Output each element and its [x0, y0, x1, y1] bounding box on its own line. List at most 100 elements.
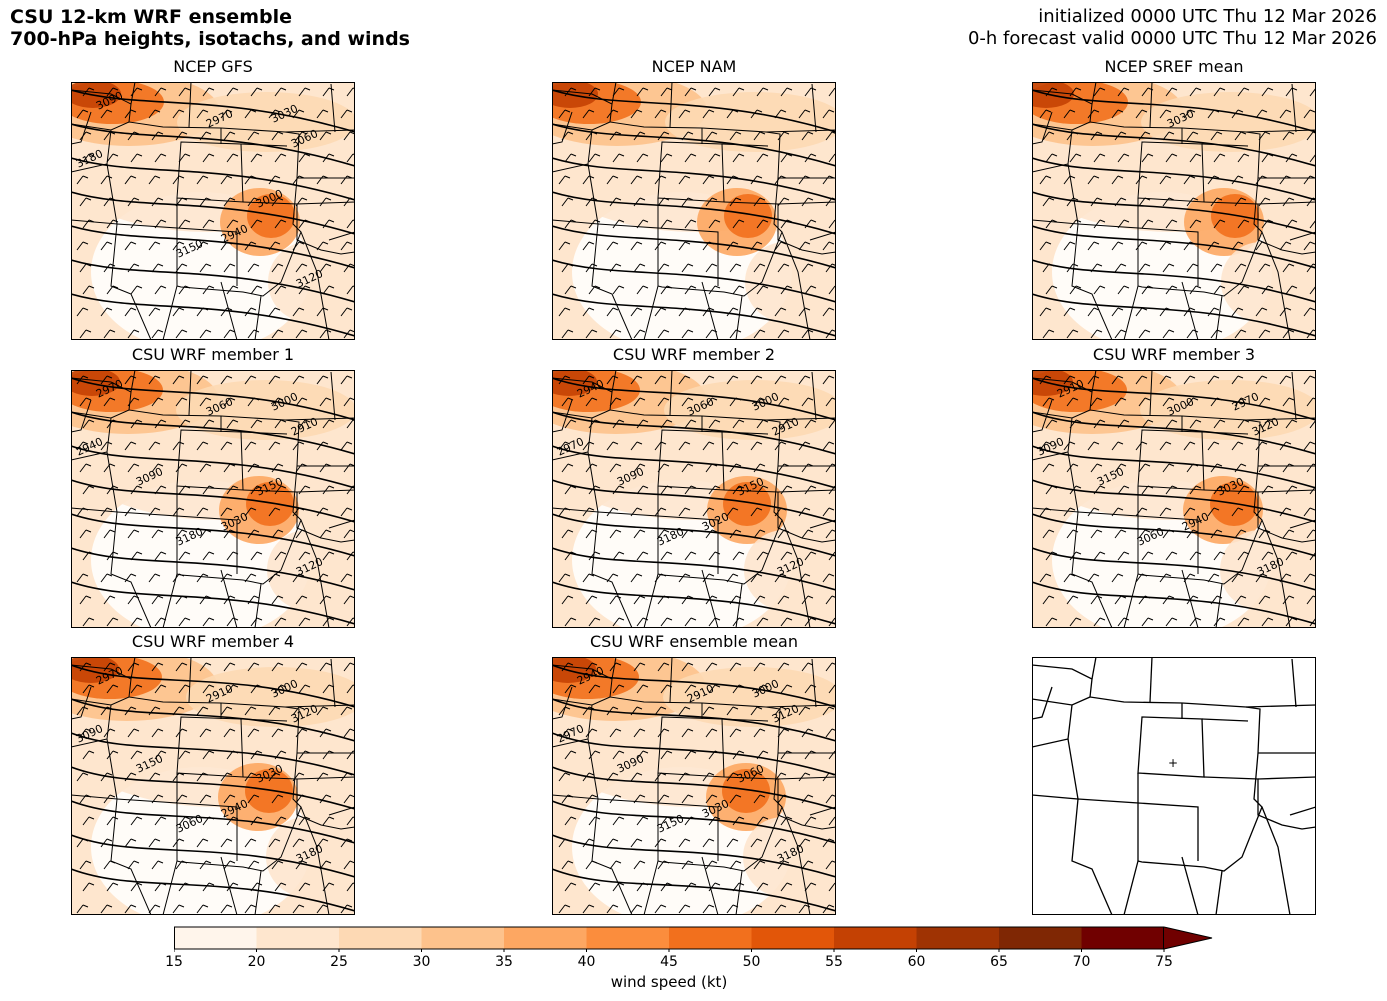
wind-barb: [1279, 573, 1292, 583]
state-border: [71, 111, 92, 145]
wind-barb: [564, 285, 577, 295]
wind-barb: [292, 307, 305, 317]
colorbar-label: wind speed (kt): [610, 973, 728, 991]
wind-barb: [316, 375, 329, 385]
wind-barb: [702, 175, 715, 185]
wind-barb: [1189, 87, 1202, 97]
wind-barb: [678, 241, 691, 251]
height-contour: [552, 293, 836, 337]
wind-barb: [1282, 131, 1295, 141]
wind-barb: [780, 684, 793, 694]
wind-barb: [825, 529, 836, 539]
wind-barb: [250, 750, 263, 760]
wind-barb: [298, 219, 311, 229]
wind-barb: [148, 772, 161, 782]
panel-member-2: CSU WRF member 2 3060 3000 2940 2910 3150 302…: [552, 345, 836, 628]
wind-barb: [633, 263, 646, 273]
wind-barb: [1234, 197, 1247, 207]
wind-barb: [274, 750, 287, 760]
wind-barb: [1162, 131, 1175, 141]
wind-barb: [705, 397, 718, 407]
wind-barb: [223, 728, 236, 738]
height-contour: [552, 664, 836, 708]
wind-barb: [196, 904, 209, 914]
wind-barb: [1255, 375, 1268, 385]
wind-barb: [561, 662, 574, 672]
wind-barb: [780, 485, 793, 495]
wind-barb: [1210, 263, 1223, 273]
wind-barb: [582, 904, 595, 914]
state-border: [552, 111, 573, 145]
state-border: [701, 281, 719, 340]
wind-barb: [292, 706, 305, 716]
wind-barb: [322, 219, 335, 229]
state-border: [1201, 143, 1249, 147]
wind-barb: [271, 463, 284, 473]
isotach-fill: [1262, 162, 1316, 242]
wind-barb: [558, 838, 571, 848]
wind-barb: [196, 838, 209, 848]
wind-barb: [1261, 485, 1274, 495]
state-border: [1203, 201, 1316, 255]
wind-barb: [798, 838, 811, 848]
wind-barb: [1234, 595, 1247, 605]
wind-barb: [346, 816, 355, 826]
wind-barb: [247, 728, 260, 738]
panel-base-map: +: [1032, 657, 1316, 915]
wind-barb: [1063, 109, 1076, 119]
wind-barb: [226, 882, 239, 892]
wind-barb: [732, 419, 745, 429]
state-border: [765, 417, 836, 421]
wind-barb: [732, 816, 745, 826]
state-border: [1181, 856, 1199, 915]
wind-barb: [76, 441, 89, 451]
wind-barb: [223, 463, 236, 473]
wind-barb: [660, 882, 673, 892]
wind-barb: [274, 419, 287, 429]
wind-barb: [202, 219, 215, 229]
wind-barb: [681, 397, 694, 407]
state-border: [1137, 515, 1199, 574]
wind-barb: [127, 728, 140, 738]
wind-barb: [660, 816, 673, 826]
wind-barb: [1063, 241, 1076, 251]
isotach-fill: [786, 162, 836, 242]
wind-barb: [804, 617, 817, 627]
wind-barb: [1159, 507, 1172, 517]
wind-barb: [726, 507, 739, 517]
wind-barb: [750, 772, 763, 782]
wind-barb: [1189, 485, 1202, 495]
height-contour: [71, 157, 355, 201]
wind-barb: [558, 175, 571, 185]
wind-barb: [630, 241, 643, 251]
wind-barb: [1138, 329, 1151, 339]
wind-barb: [130, 816, 143, 826]
wind-barb: [274, 219, 287, 229]
wind-barb: [798, 375, 811, 385]
state-border: [242, 489, 355, 543]
state-border: [1091, 657, 1097, 680]
wind-barb: [564, 419, 577, 429]
wind-barb: [298, 551, 311, 561]
wind-barb: [654, 109, 667, 119]
height-contour: [1032, 513, 1316, 557]
wind-barb: [558, 706, 571, 716]
wind-barb: [801, 794, 814, 804]
state-border: [1261, 806, 1291, 915]
wind-barb: [1186, 197, 1199, 207]
wind-barb: [1090, 529, 1103, 539]
colorbar-segment: [586, 927, 670, 949]
wind-barb: [196, 375, 209, 385]
wind-barb: [633, 463, 646, 473]
panel-title: CSU WRF member 3: [1092, 345, 1256, 364]
wind-barb: [678, 904, 691, 914]
wind-barb: [127, 329, 140, 339]
wind-barb: [612, 153, 625, 163]
isotach-fill: [71, 657, 119, 683]
state-border: [110, 798, 152, 915]
wind-barb: [244, 507, 257, 517]
wind-barb: [226, 750, 239, 760]
wind-barb: [561, 329, 574, 339]
wind-barb: [588, 87, 601, 97]
wind-barb: [780, 87, 793, 97]
